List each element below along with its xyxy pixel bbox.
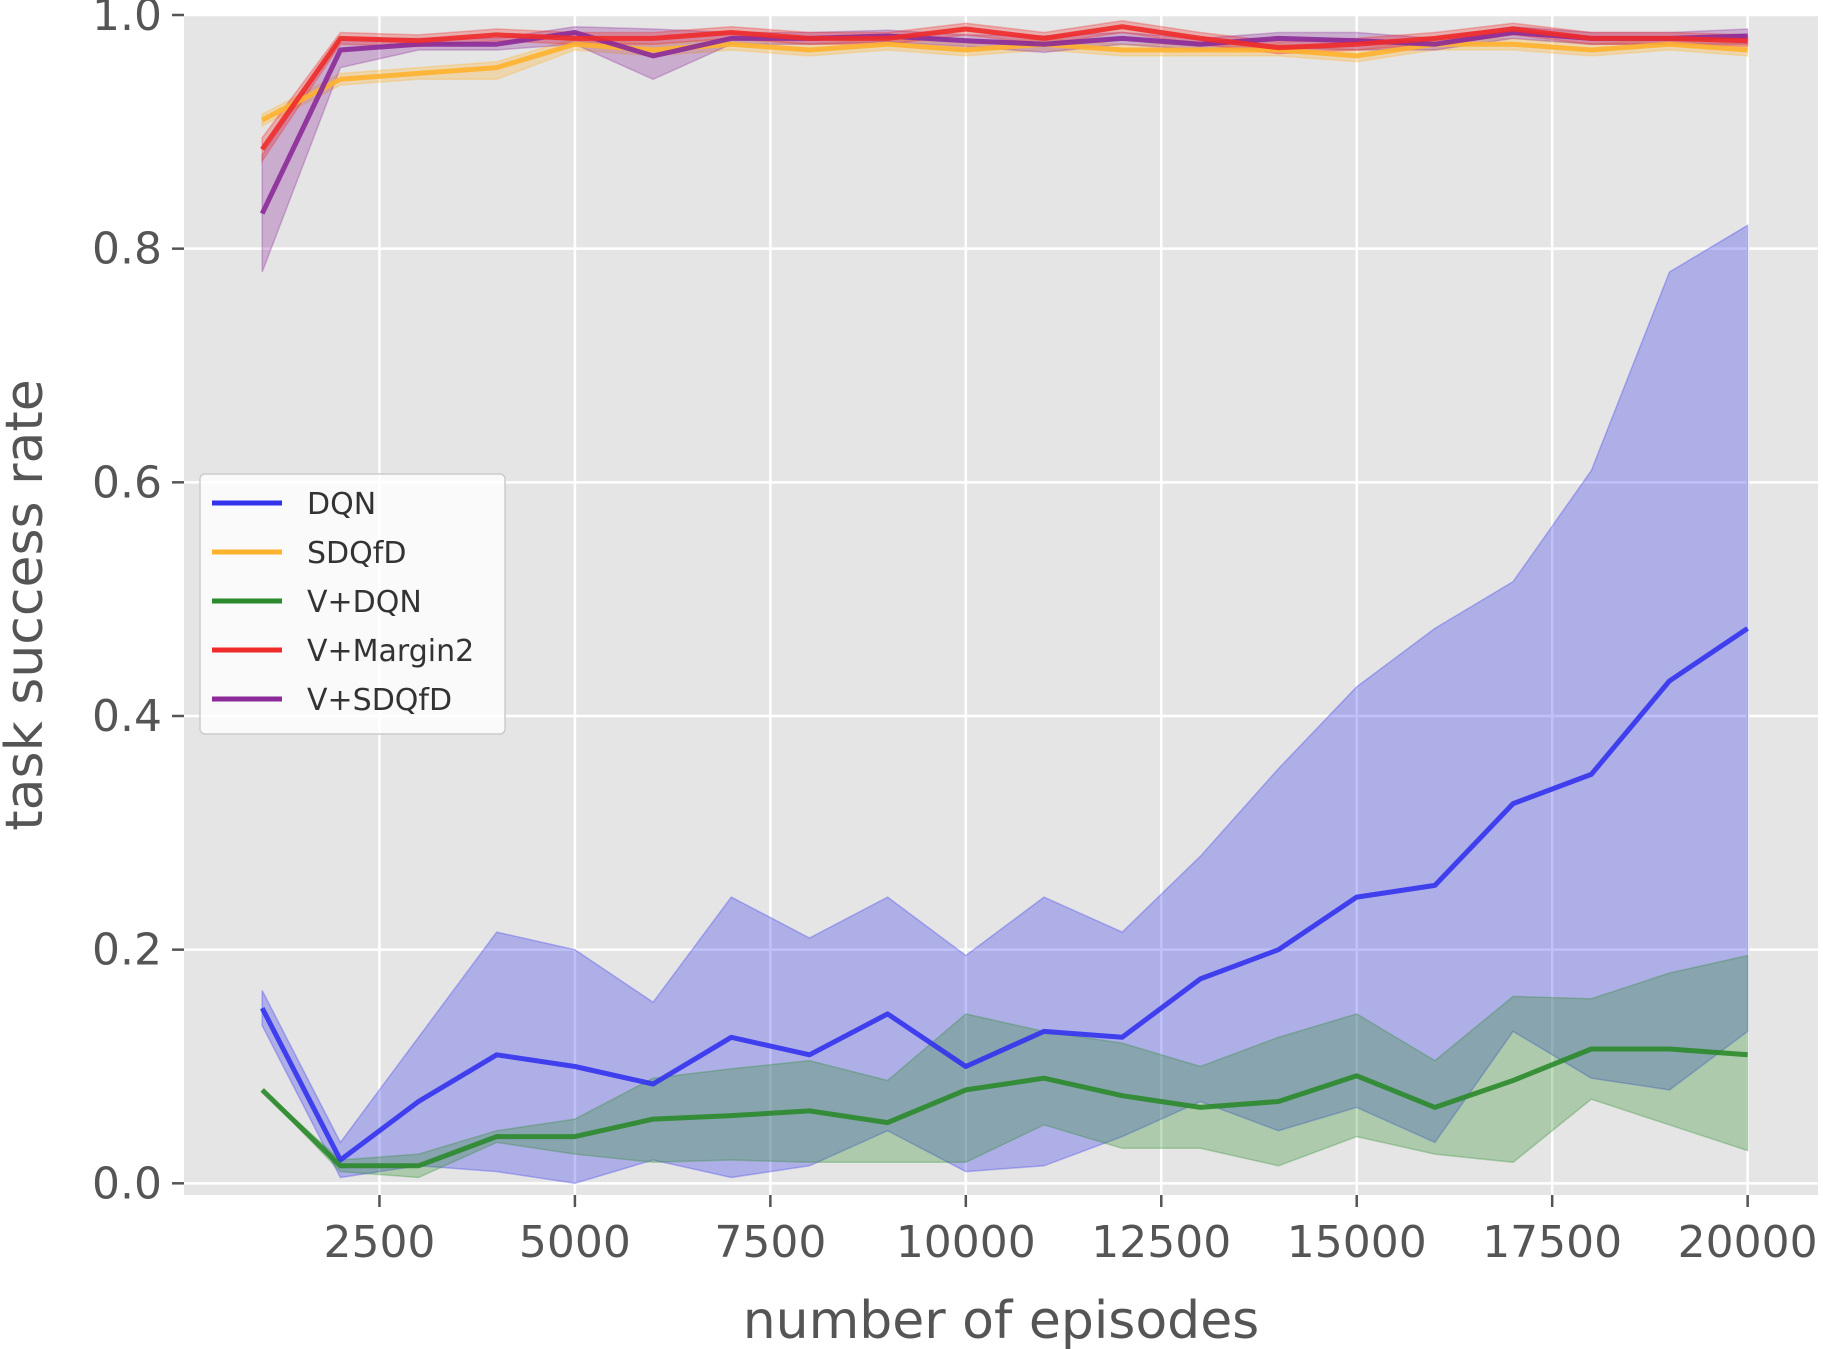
y-axis-ticks: 0.0 0.2 0.4 0.6 0.8 1.0 xyxy=(92,0,184,1209)
y-tick-label: 0.2 xyxy=(92,925,162,976)
x-tick-label: 15000 xyxy=(1287,1217,1427,1268)
legend-label: V+DQN xyxy=(307,585,422,620)
series-lines xyxy=(259,24,1749,1169)
x-tick-label: 12500 xyxy=(1091,1217,1231,1268)
series-line-sdqfd xyxy=(261,41,1748,123)
legend-item-v-dqn: V+DQN xyxy=(212,585,422,620)
legend-item-dqn: DQN xyxy=(212,487,376,522)
x-axis-label: number of episodes xyxy=(743,1291,1260,1349)
legend-label: SDQfD xyxy=(307,536,406,571)
legend-item-v-sdqfd: V+SDQfD xyxy=(212,683,452,718)
band-v-margin2 xyxy=(261,20,1749,164)
band-v-sdqfd xyxy=(261,25,1749,273)
x-tick-label: 20000 xyxy=(1678,1217,1818,1268)
series-line-v-sdqfd xyxy=(259,30,1748,215)
x-tick-label: 5000 xyxy=(519,1217,631,1268)
x-tick-label: 7500 xyxy=(714,1217,826,1268)
legend-box xyxy=(199,473,506,735)
y-tick-label: 1.0 xyxy=(92,0,162,41)
legend-item-v-margin2: V+Margin2 xyxy=(212,634,474,669)
legend-label: V+SDQfD xyxy=(307,683,452,718)
series-line-dqn xyxy=(259,626,1749,1163)
legend-item-sdqfd: SDQfD xyxy=(212,536,406,571)
y-tick-label: 0.6 xyxy=(92,457,162,508)
x-axis-ticks: 2500 5000 7500 10000 12500 15000 17500 20000 xyxy=(323,1195,1818,1268)
legend-label: V+Margin2 xyxy=(307,634,474,669)
legend-label: DQN xyxy=(307,487,376,522)
band-dqn xyxy=(261,223,1749,1185)
x-tick-label: 10000 xyxy=(896,1217,1036,1268)
y-tick-label: 0.4 xyxy=(92,691,162,742)
series-line-v-margin2 xyxy=(260,24,1748,151)
y-tick-label: 0.8 xyxy=(92,224,162,275)
y-tick-label: 0.0 xyxy=(92,1158,162,1209)
series-line-v-dqn xyxy=(260,1046,1748,1169)
y-axis-label: task success rate xyxy=(0,379,55,831)
x-tick-label: 17500 xyxy=(1482,1217,1622,1268)
legend: DQN SDQfD V+DQN V+Margin2 V+SDQfD xyxy=(199,473,506,735)
x-tick-label: 2500 xyxy=(323,1217,435,1268)
